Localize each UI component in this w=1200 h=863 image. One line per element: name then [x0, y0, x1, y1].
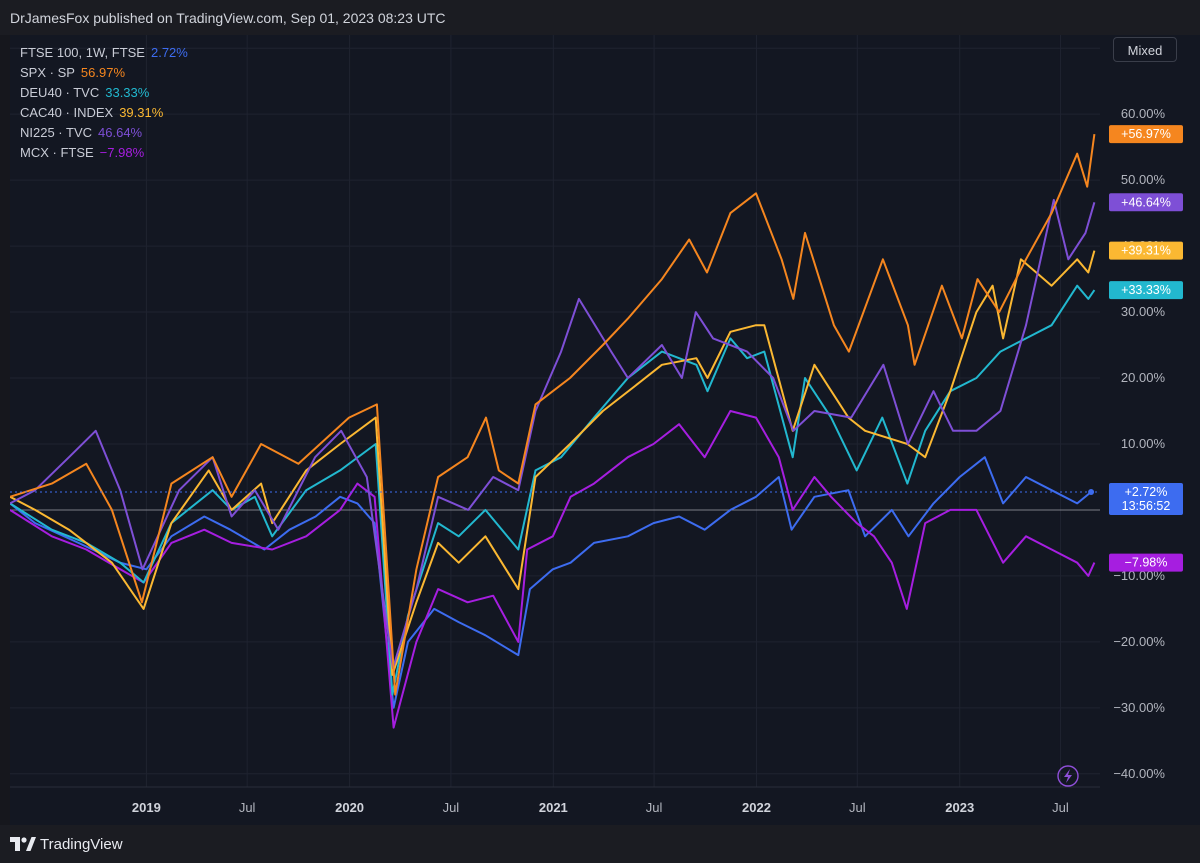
- series-line-cac40: [10, 250, 1096, 676]
- y-tick-label: −30.00%: [1113, 700, 1165, 715]
- price-badge-ftse-timer: 13:56:52: [1122, 499, 1171, 513]
- legend-row[interactable]: DEU40 · TVC 33.33%: [20, 83, 188, 103]
- price-badge-deu40-value: +33.33%: [1121, 283, 1171, 297]
- x-tick-label: Jul: [646, 800, 663, 815]
- legend-series-name: NI225 · TVC: [20, 125, 93, 140]
- chart-canvas[interactable]: 70.00%60.00%50.00%40.00%30.00%20.00%10.0…: [10, 35, 1200, 825]
- x-tick-label: Jul: [849, 800, 866, 815]
- legend-series-value: 33.33%: [105, 85, 150, 100]
- axis-layer: 70.00%60.00%50.00%40.00%30.00%20.00%10.0…: [10, 35, 1200, 825]
- x-tick-label: 2021: [539, 800, 568, 815]
- legend-row[interactable]: FTSE 100, 1W, FTSE 2.72%: [20, 43, 188, 63]
- badge-layer: +56.97% +46.64% +39.31% +33.33% +2.72%13:56:…: [1109, 125, 1183, 572]
- x-tick-label: Jul: [239, 800, 256, 815]
- x-tick-label: 2020: [335, 800, 364, 815]
- legend-series-value: 56.97%: [80, 65, 126, 80]
- grid-layer: [10, 35, 1100, 787]
- x-tick-label: 2019: [132, 800, 161, 815]
- lightning-icon-ring: [1057, 765, 1079, 787]
- legend-row[interactable]: NI225 · TVC 46.64%: [20, 123, 188, 143]
- legend-series-name: MCX · FTSE: [20, 145, 94, 160]
- price-badge-cac40: [1109, 241, 1183, 260]
- x-tick-label: 2022: [742, 800, 771, 815]
- price-badge-ni225-value: +46.64%: [1121, 195, 1171, 209]
- price-badge-spx-value: +56.97%: [1121, 127, 1171, 141]
- price-badge-mcx-value: −7.98%: [1125, 556, 1168, 570]
- y-tick-label: 10.00%: [1121, 436, 1166, 451]
- x-tick-label: Jul: [1052, 800, 1069, 815]
- series-layer: [10, 133, 1100, 729]
- tradingview-logo-icon: [10, 837, 36, 851]
- chart-frame[interactable]: 70.00%60.00%50.00%40.00%30.00%20.00%10.0…: [10, 35, 1200, 825]
- legend-series-name: SPX · SP: [20, 65, 75, 80]
- y-axis-panel: [1100, 35, 1200, 825]
- price-badge-cac40-value: +39.31%: [1121, 244, 1171, 258]
- y-tick-label: −10.00%: [1113, 568, 1165, 583]
- ftse-last-point: [1088, 489, 1095, 496]
- published-by-text: DrJamesFox published on TradingView.com,…: [10, 10, 446, 26]
- legend-series-value: 39.31%: [119, 105, 164, 120]
- legend-series-name: DEU40 · TVC: [20, 85, 100, 100]
- price-badge-mcx: [1109, 553, 1183, 572]
- series-line-spx: [10, 133, 1096, 696]
- legend-series-value: −7.98%: [99, 145, 145, 160]
- legend-series-value: 2.72%: [150, 45, 188, 60]
- lightning-icon-bolt: [1064, 769, 1072, 783]
- price-badge-ftse-value: +2.72%: [1125, 485, 1168, 499]
- price-badge-ftse: [1109, 483, 1183, 516]
- x-tick-label: Jul: [443, 800, 460, 815]
- y-tick-label: −20.00%: [1113, 634, 1165, 649]
- y-tick-label: 20.00%: [1121, 370, 1166, 385]
- legend: FTSE 100, 1W, FTSE 2.72% SPX · SP 56.97% DEU…: [20, 43, 188, 163]
- series-line-mcx: [10, 410, 1096, 729]
- legend-row[interactable]: SPX · SP 56.97%: [20, 63, 188, 83]
- y-tick-label: 60.00%: [1121, 106, 1166, 121]
- series-line-ftse: [10, 456, 1092, 709]
- x-tick-label: 2023: [945, 800, 974, 815]
- series-line-ni225: [10, 198, 1096, 670]
- legend-row[interactable]: CAC40 · INDEX 39.31%: [20, 103, 188, 123]
- series-line-deu40: [10, 284, 1096, 696]
- y-tick-label: 50.00%: [1121, 172, 1166, 187]
- legend-series-name: FTSE 100, 1W, FTSE: [20, 45, 145, 60]
- y-tick-label: 30.00%: [1121, 304, 1166, 319]
- price-badge-spx: [1109, 125, 1183, 144]
- lightning-icon: [1057, 765, 1079, 787]
- brand-name: TradingView: [40, 835, 123, 853]
- legend-series-value: 46.64%: [98, 125, 143, 140]
- tradingview-logo[interactable]: TradingView: [10, 834, 123, 854]
- scale-mode-button[interactable]: Mixed: [1113, 37, 1177, 62]
- y-tick-label: −40.00%: [1113, 766, 1165, 781]
- legend-series-name: CAC40 · INDEX: [20, 105, 114, 120]
- legend-row[interactable]: MCX · FTSE −7.98%: [20, 143, 188, 163]
- top-bar: DrJamesFox published on TradingView.com,…: [0, 0, 1200, 35]
- price-badge-deu40: [1109, 281, 1183, 300]
- bottom-bar: TradingView: [0, 825, 1200, 863]
- price-badge-ni225: [1109, 193, 1183, 212]
